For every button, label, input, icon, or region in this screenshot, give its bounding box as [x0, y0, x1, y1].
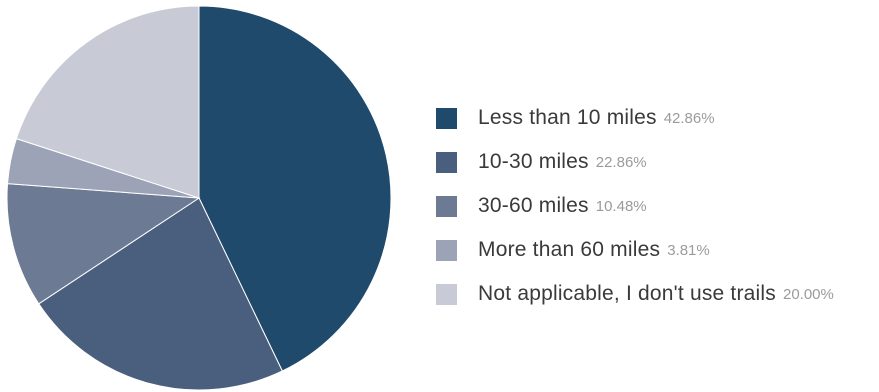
legend-percent: 22.86% [595, 153, 647, 171]
legend-swatch [436, 151, 457, 173]
legend-swatch [436, 107, 457, 129]
legend-swatch [436, 195, 457, 217]
legend-label: 30-60 miles [478, 194, 589, 217]
legend-item-10-30-miles: 10-30 miles 22.86% [436, 140, 834, 184]
legend-percent: 10.48% [595, 197, 647, 215]
legend-item-not-applicable: Not applicable, I don't use trails 20.00… [436, 272, 834, 316]
legend-label: Less than 10 miles [478, 106, 657, 129]
legend-swatch [436, 283, 457, 305]
legend-item-more-than-60-miles: More than 60 miles 3.81% [436, 228, 834, 272]
legend-label: More than 60 miles [478, 238, 661, 261]
legend-percent: 20.00% [782, 285, 834, 303]
legend: Less than 10 miles 42.86% 10-30 miles 22… [436, 96, 834, 316]
pie-slice-2 [38, 197, 283, 391]
legend-item-less-than-10-miles: Less than 10 miles 42.86% [436, 96, 834, 140]
pie-slice-5 [15, 5, 200, 199]
pie-slice-3 [6, 183, 201, 305]
legend-swatch [436, 239, 457, 261]
legend-label: 10-30 miles [478, 150, 589, 173]
pie-slice-1 [198, 5, 392, 372]
legend-percent: 42.86% [663, 109, 715, 127]
pie-slices [6, 5, 392, 391]
legend-item-30-60-miles: 30-60 miles 10.48% [436, 184, 834, 228]
legend-percent: 3.81% [667, 241, 710, 259]
legend-label: Not applicable, I don't use trails [478, 282, 776, 305]
